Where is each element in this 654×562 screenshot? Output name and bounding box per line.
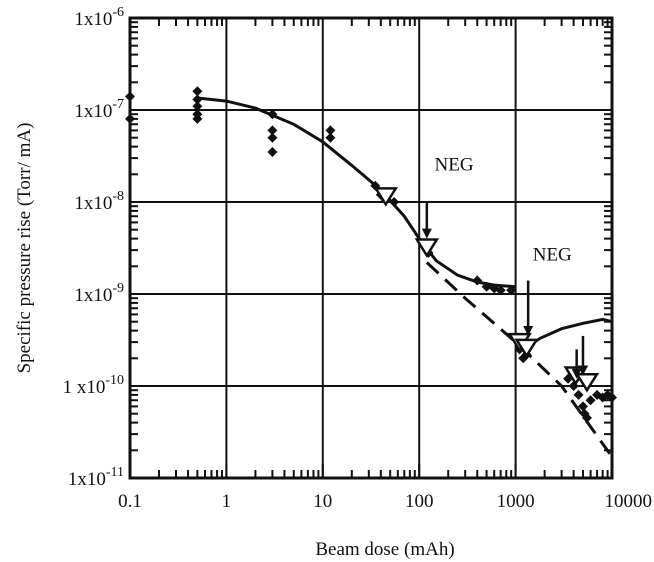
arrow-head bbox=[421, 228, 432, 239]
arrow-head bbox=[571, 368, 582, 379]
y-tick-label: 1x10-11 bbox=[68, 465, 124, 490]
data-point-diamond bbox=[267, 109, 278, 120]
x-tick-label: 1 bbox=[222, 491, 232, 512]
data-point-diamond bbox=[577, 401, 588, 412]
data-point-triangle bbox=[414, 238, 440, 258]
data-point-diamond bbox=[325, 132, 336, 143]
data-point-diamond bbox=[125, 91, 135, 102]
dashed-curve bbox=[425, 261, 614, 458]
data-point-diamond bbox=[607, 392, 617, 403]
arrow-head bbox=[577, 365, 588, 376]
x-tick-label: 10 bbox=[313, 491, 332, 512]
y-axis-title: Specific pressure rise (Torr/ mA) bbox=[14, 123, 35, 374]
data-point-diamond bbox=[573, 389, 584, 400]
data-point-diamond bbox=[472, 275, 483, 286]
data-point-diamond bbox=[325, 125, 336, 136]
arrows-layer bbox=[421, 202, 588, 379]
data-point-diamond bbox=[192, 86, 203, 97]
y-tick-label: 1x10-8 bbox=[74, 189, 124, 214]
x-tick-label: 10000 bbox=[605, 491, 653, 512]
y-tick-label: 1x10-9 bbox=[74, 281, 124, 306]
fit-curve bbox=[197, 96, 516, 289]
data-point-diamond bbox=[125, 113, 135, 124]
neg-annotation: NEG bbox=[533, 245, 572, 266]
x-axis-title: Beam dose (mAh) bbox=[315, 539, 454, 560]
data-point-diamond bbox=[267, 125, 278, 136]
minor-ticks bbox=[129, 17, 613, 479]
y-tick-label: 1x10-7 bbox=[74, 97, 124, 122]
data-point-triangle bbox=[373, 187, 399, 207]
x-tick-label: 1000 bbox=[497, 491, 535, 512]
data-point-diamond bbox=[506, 285, 517, 296]
x-tick-label: 100 bbox=[405, 491, 434, 512]
data-point-diamond bbox=[495, 285, 506, 296]
labels-layer: 0.1 1 10 100 1000 10000 1x10-11 1 x10-10 1x10-9 1… bbox=[63, 5, 652, 512]
data-point-diamond bbox=[192, 113, 203, 124]
data-point-diamond bbox=[481, 281, 492, 292]
data-point-diamond bbox=[585, 395, 596, 406]
arrow-head bbox=[523, 325, 534, 336]
neg-annotation: NEG bbox=[435, 154, 474, 175]
data-point-diamond bbox=[267, 146, 278, 157]
markers-layer bbox=[125, 86, 617, 423]
data-point-diamond bbox=[192, 101, 203, 112]
plot-frame bbox=[128, 16, 614, 480]
data-point-diamond bbox=[581, 412, 592, 423]
data-point-triangle bbox=[574, 372, 600, 393]
data-point-diamond bbox=[192, 94, 203, 105]
fit-curve bbox=[522, 317, 613, 351]
grid-layer bbox=[130, 18, 612, 478]
curves-layer bbox=[197, 96, 614, 458]
data-point-diamond bbox=[267, 132, 278, 143]
data-point-diamond bbox=[389, 197, 400, 207]
data-point-triangle bbox=[514, 338, 539, 359]
x-tick-label: 0.1 bbox=[118, 491, 142, 512]
y-tick-label: 1x10-6 bbox=[74, 5, 124, 30]
y-tick-label: 1 x10-10 bbox=[63, 373, 124, 398]
